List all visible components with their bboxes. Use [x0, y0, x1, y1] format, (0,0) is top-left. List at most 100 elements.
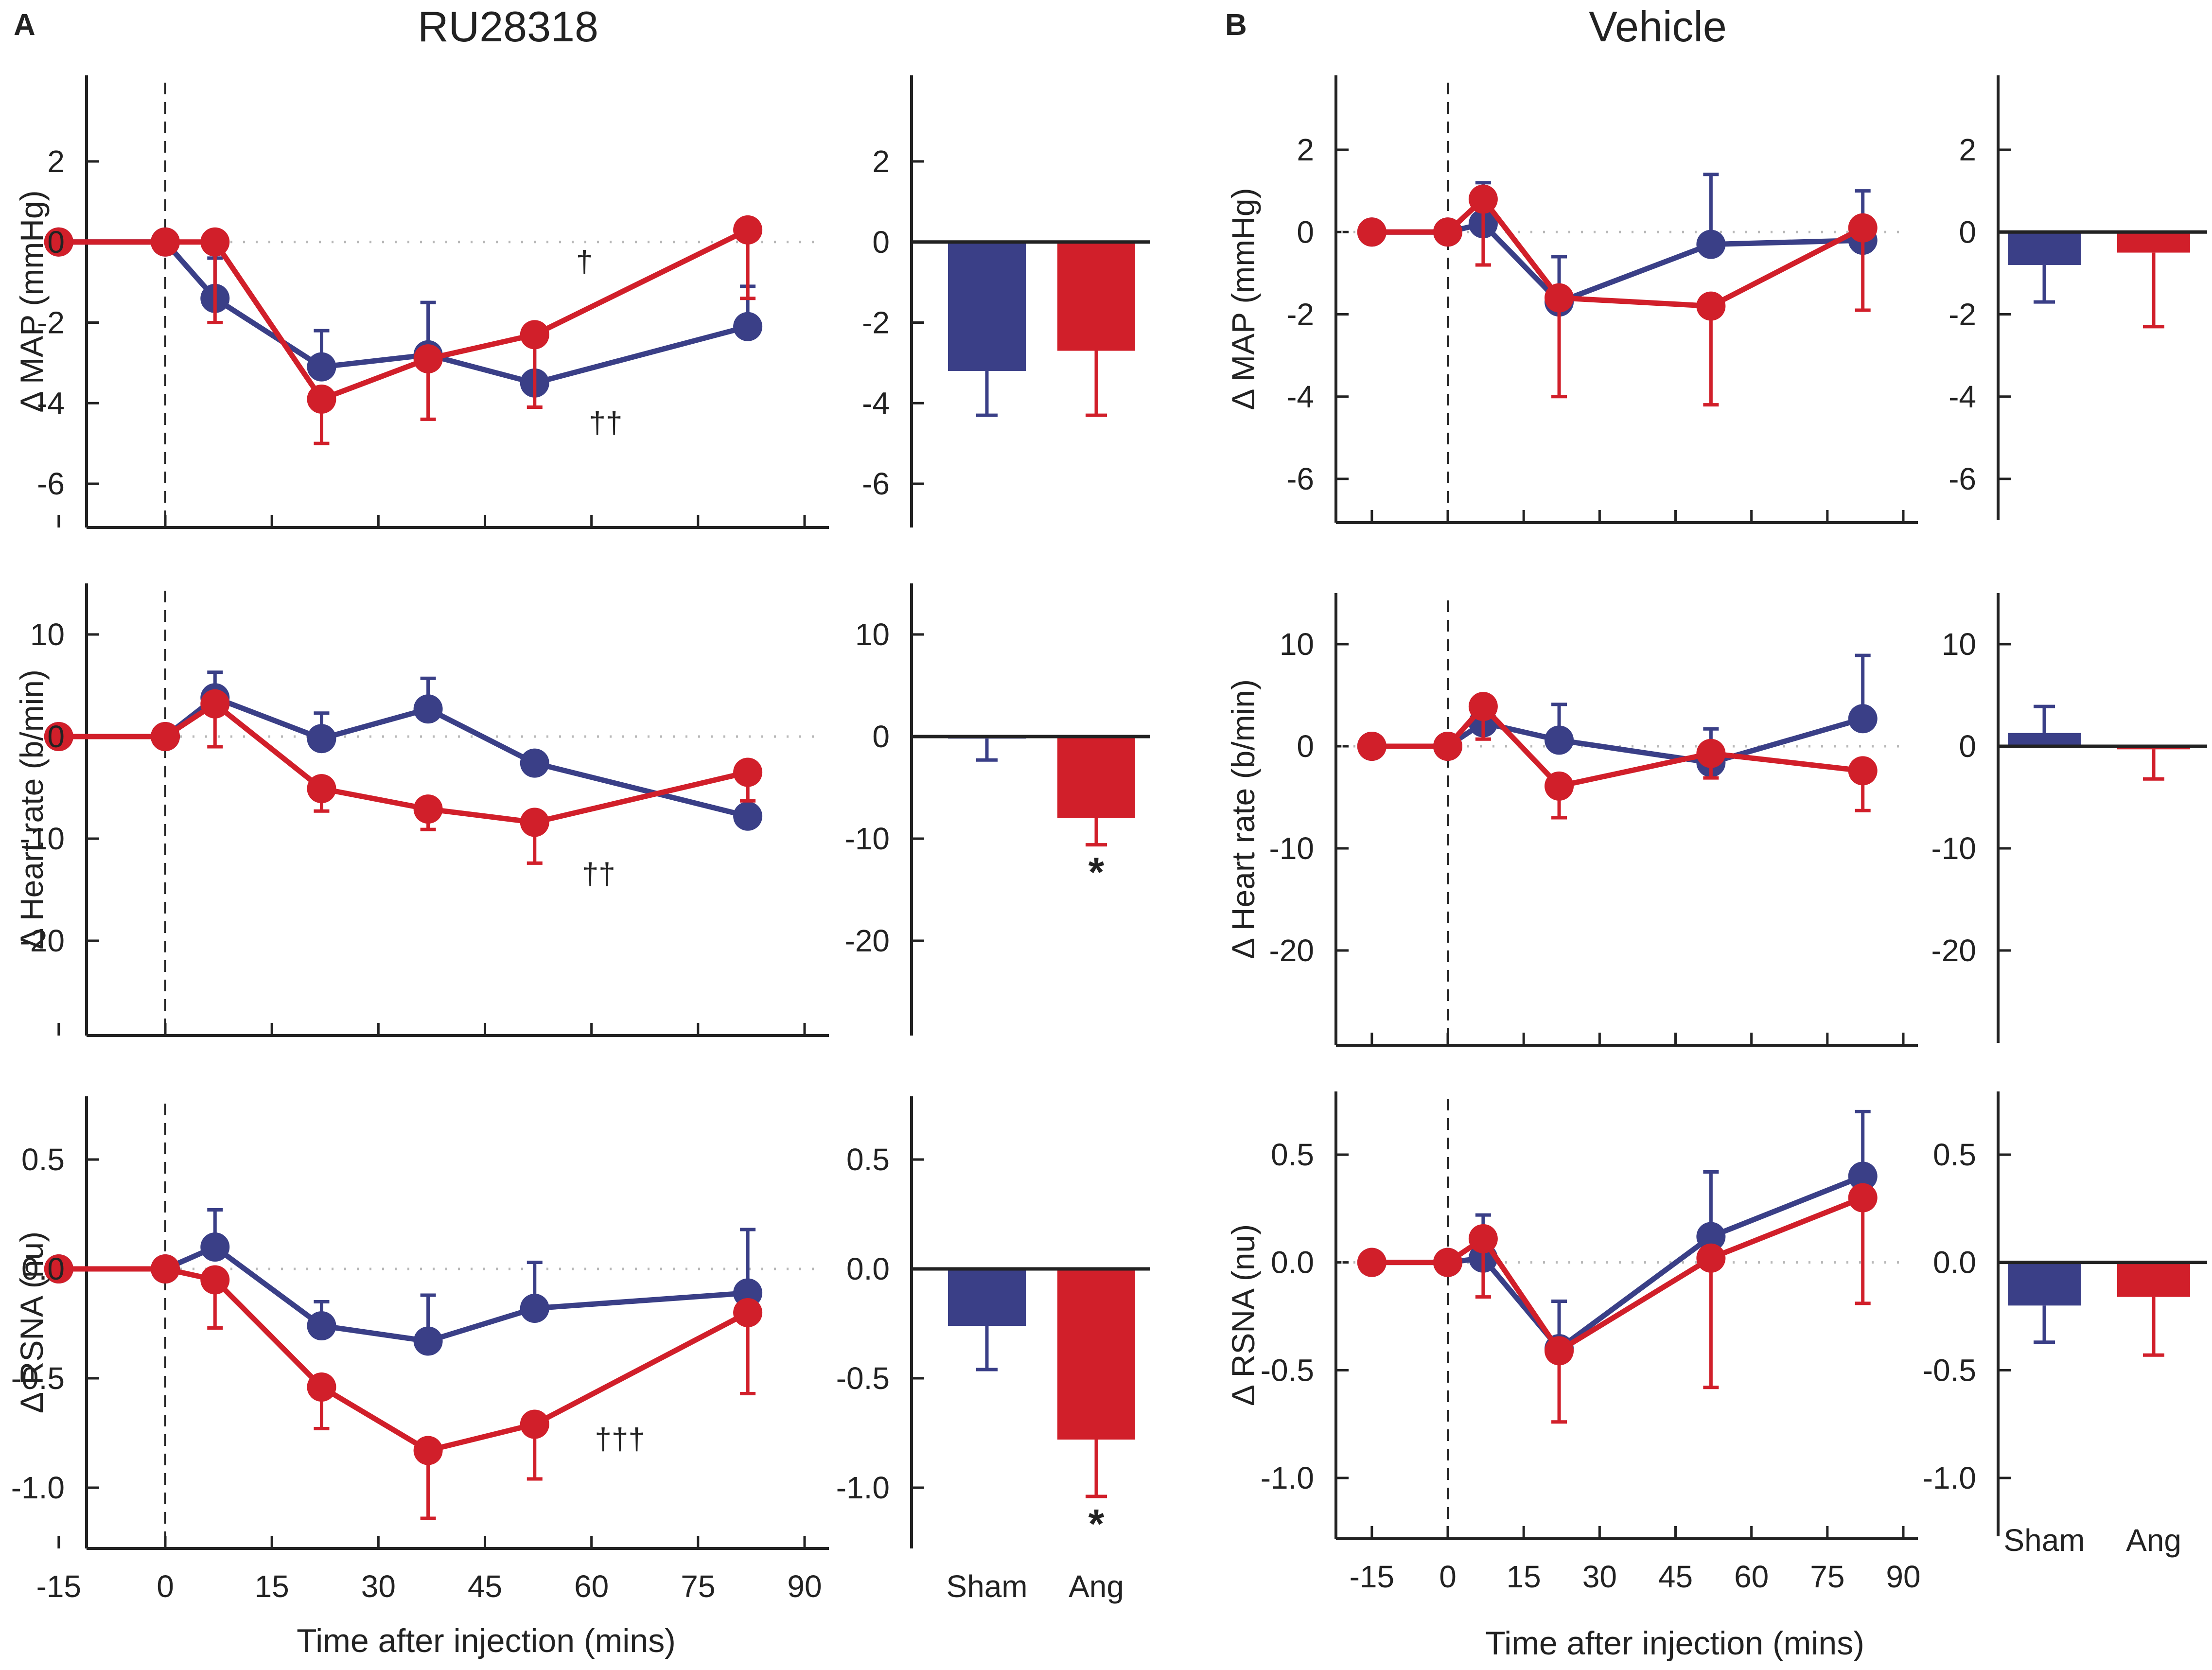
- series-sham: [1357, 1109, 1878, 1363]
- data-point: [44, 722, 73, 751]
- data-point: [151, 722, 180, 751]
- bar-y-tick-label: 0: [872, 719, 890, 754]
- series-sham: [44, 227, 763, 398]
- bar-y-tick-label: -20: [845, 923, 890, 958]
- data-point: [1545, 1336, 1574, 1366]
- data-point: [1848, 1183, 1878, 1213]
- data-point: [307, 1372, 336, 1402]
- x-tick-label: -15: [36, 1569, 82, 1604]
- bar-y-tick-label: 0: [1959, 214, 1976, 249]
- y-tick-label: 0: [1297, 729, 1314, 764]
- significance-marker: †††: [595, 1423, 645, 1456]
- data-point: [1433, 732, 1462, 761]
- data-point: [1848, 1161, 1878, 1191]
- data-point: [413, 794, 443, 824]
- y-axis-label: Δ Heart rate (b/min): [14, 669, 50, 949]
- series-ang: [1357, 692, 1878, 820]
- bar-y-tick-label: -4: [1949, 379, 1976, 414]
- data-point: [520, 1409, 549, 1439]
- bar-y-tick-label: -2: [862, 305, 890, 340]
- x-tick-label: 45: [468, 1569, 502, 1604]
- y-tick-label: -20: [1269, 933, 1315, 968]
- significance-marker: †: [576, 245, 593, 279]
- bar-plot-2: [1997, 593, 2207, 1043]
- bar-ang: [1057, 242, 1135, 351]
- data-point: [1696, 229, 1726, 259]
- data-point: [733, 215, 763, 245]
- data-point: [1433, 217, 1462, 247]
- bar-y-tick-label: -4: [862, 386, 890, 421]
- bar-y-tick-label: 0.5: [846, 1142, 890, 1177]
- data-point: [1848, 213, 1878, 243]
- y-tick-label: 2: [1297, 132, 1314, 167]
- y-axis-label: Δ MAP (mmHg): [1225, 188, 1261, 410]
- x-tick-label: 90: [1886, 1559, 1920, 1594]
- x-tick-label: 30: [1582, 1559, 1617, 1594]
- data-point: [1357, 1248, 1387, 1277]
- data-point: [200, 227, 230, 257]
- data-point: [1468, 1224, 1498, 1253]
- x-tick-label: 60: [574, 1569, 609, 1604]
- x-tick-label: 75: [1810, 1559, 1844, 1594]
- y-tick-label: -4: [37, 386, 65, 421]
- bar-y-tick-label: 0.0: [1933, 1245, 1976, 1280]
- data-point: [307, 724, 336, 754]
- data-point: [520, 320, 549, 350]
- data-point: [1696, 1222, 1726, 1251]
- bar-y-tick-label: -6: [1949, 461, 1976, 496]
- data-point: [1545, 283, 1574, 313]
- bar-y-tick-label: -0.5: [836, 1361, 890, 1396]
- data-point: [733, 1298, 763, 1327]
- data-point: [1696, 291, 1726, 321]
- bar-category-label: Ang: [1069, 1569, 1124, 1604]
- series-line: [1371, 196, 1864, 309]
- data-point: [1545, 771, 1574, 801]
- data-point: [520, 748, 549, 778]
- y-tick-label: -0.5: [11, 1361, 65, 1396]
- y-tick-label: -0.5: [1261, 1353, 1314, 1388]
- data-point: [1357, 217, 1387, 247]
- line-plot-1: [44, 75, 829, 529]
- bar-category-label: Sham: [946, 1569, 1027, 1604]
- data-point: [1433, 1248, 1462, 1277]
- x-axis-label: Time after injection (mins): [297, 1622, 676, 1659]
- y-tick-label: -2: [1286, 297, 1314, 332]
- x-tick-label: -15: [1350, 1559, 1395, 1594]
- bar-category-label: Ang: [2126, 1523, 2181, 1558]
- data-point: [307, 352, 336, 382]
- bar-y-tick-label: 0.5: [1933, 1137, 1976, 1172]
- bar-y-tick-label: 0: [872, 225, 890, 260]
- x-tick-label: 15: [255, 1569, 289, 1604]
- bar-y-tick-label: 0.0: [846, 1251, 890, 1286]
- x-tick-label: 60: [1734, 1559, 1769, 1594]
- y-tick-label: 0: [47, 719, 65, 754]
- data-point: [1357, 732, 1387, 761]
- y-tick-label: -10: [20, 821, 65, 856]
- series-ang: [1357, 184, 1878, 407]
- x-tick-label: 45: [1658, 1559, 1693, 1594]
- data-point: [413, 1326, 443, 1356]
- y-tick-label: 0.0: [1271, 1245, 1314, 1280]
- y-tick-label: 0.5: [21, 1142, 65, 1177]
- line-plot-1: [1334, 75, 1918, 524]
- data-point: [44, 1254, 73, 1283]
- data-point: [413, 1436, 443, 1465]
- x-tick-label: 30: [361, 1569, 396, 1604]
- data-point: [1468, 692, 1498, 721]
- bar-sham: [2008, 1262, 2081, 1306]
- y-tick-label: -4: [1286, 379, 1314, 414]
- data-point: [413, 344, 443, 374]
- x-axis-label: Time after injection (mins): [1485, 1625, 1864, 1662]
- bar-ang: [2117, 232, 2190, 253]
- y-tick-label: 2: [47, 144, 65, 179]
- data-point: [1848, 756, 1878, 786]
- bar-plot-1: [910, 75, 1150, 527]
- bar-y-tick-label: -1.0: [836, 1470, 890, 1505]
- data-point: [307, 1311, 336, 1340]
- bar-sham: [2008, 733, 2081, 746]
- panel-title: Vehicle: [1589, 2, 1727, 51]
- data-point: [307, 774, 336, 804]
- data-point: [200, 1232, 230, 1262]
- bar-y-tick-label: -10: [845, 821, 890, 856]
